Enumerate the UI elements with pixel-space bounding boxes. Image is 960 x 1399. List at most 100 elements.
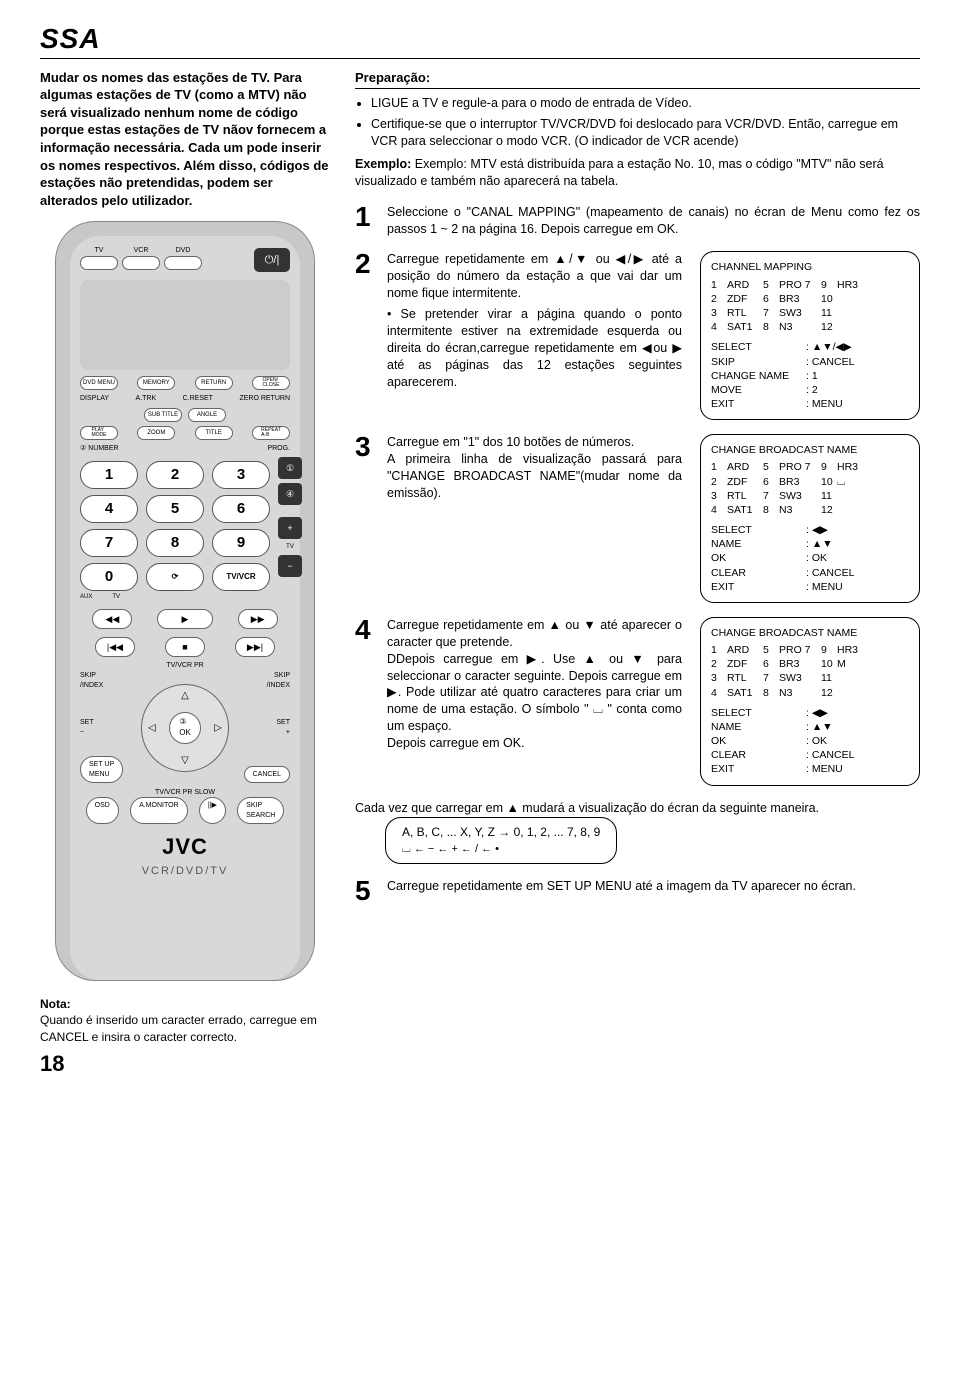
osd-action-val: : OK xyxy=(806,734,827,748)
label-tv2: TV xyxy=(278,543,302,551)
btn-cancel[interactable]: CANCEL xyxy=(244,766,290,783)
btn-playmode[interactable]: PLAY MODE xyxy=(80,426,118,440)
nav-right[interactable]: ▷ xyxy=(214,721,222,735)
num-7[interactable]: 7 xyxy=(80,529,138,557)
btn-repeat[interactable]: REPEAT A-B xyxy=(252,426,290,440)
btn-title[interactable]: TITLE xyxy=(195,426,233,440)
switch-vcr[interactable] xyxy=(122,256,160,270)
num-5[interactable]: 5 xyxy=(146,495,204,523)
btn-pause[interactable]: ||▶ xyxy=(199,797,226,824)
osd-cell: 11 xyxy=(821,306,833,320)
osd-cell: ARD xyxy=(727,278,759,292)
switch-tv[interactable] xyxy=(80,256,118,270)
num-8[interactable]: 8 xyxy=(146,529,204,557)
osd-cell: 4 xyxy=(711,686,723,700)
osd-action-val: : CANCEL xyxy=(806,566,854,580)
btn-angle[interactable]: ANGLE xyxy=(188,408,226,422)
osd-cell: 12 xyxy=(821,503,833,517)
btn-osd[interactable]: OSD xyxy=(86,797,119,824)
nav-down[interactable]: ▽ xyxy=(181,754,189,768)
prog-plus[interactable]: + xyxy=(278,517,302,539)
osd-cell: 9 xyxy=(821,460,833,474)
osd-cell: 12 xyxy=(821,686,833,700)
osd-cell: N3 xyxy=(779,686,817,700)
num-3[interactable]: 3 xyxy=(212,461,270,489)
osd-action-val: : OK xyxy=(806,551,827,565)
osd-channel-mapping: CHANNEL MAPPING 1ARD5PRO 79HR32ZDF6BR310… xyxy=(700,251,920,420)
btn-skipsearch[interactable]: SKIP SEARCH xyxy=(237,797,284,824)
num-0[interactable]: 0 xyxy=(80,563,138,591)
num-4[interactable]: 4 xyxy=(80,495,138,523)
prog-1[interactable]: ① xyxy=(278,457,302,479)
brand-logo: JVC xyxy=(80,832,290,862)
btn-aux[interactable]: ⟳ xyxy=(146,563,204,591)
osd-cell: 1 xyxy=(711,278,723,292)
osd-cell: 7 xyxy=(763,306,775,320)
btn-return[interactable]: RETURN xyxy=(195,376,233,390)
label-tvvcrpr-bot: TV/VCR PR SLOW xyxy=(155,788,215,797)
btn-ff[interactable]: ▶▶ xyxy=(238,609,278,629)
osd-cell: SW3 xyxy=(779,489,817,503)
bullet-1: LIGUE a TV e regule-a para o modo de ent… xyxy=(371,95,920,112)
label-dvd: DVD xyxy=(164,246,202,255)
btn-tvvcr[interactable]: TV/VCR xyxy=(212,563,270,591)
osd-cell: 2 xyxy=(711,475,723,489)
osd-action-val: : ▲▼/◀▶ xyxy=(806,340,852,354)
osd-cell: 10 xyxy=(821,657,833,671)
ok-button[interactable]: ③ OK xyxy=(169,712,201,744)
osd-cell: ZDF xyxy=(727,292,759,306)
label-tvvcrpr-top: TV/VCR PR xyxy=(166,661,203,670)
osd-action-key: OK xyxy=(711,551,806,565)
osd-action-key: SELECT xyxy=(711,523,806,537)
btn-subtitle[interactable]: SUB TITLE xyxy=(144,408,182,422)
nav-up[interactable]: △ xyxy=(181,689,189,703)
prog-minus[interactable]: − xyxy=(278,555,302,577)
num-1[interactable]: 1 xyxy=(80,461,138,489)
bullet-2: Certifique-se que o interruptor TV/VCR/D… xyxy=(371,116,920,150)
osd-cell: ZDF xyxy=(727,475,759,489)
step-3-num: 3 xyxy=(355,434,379,603)
label-skip-r: SKIP /INDEX xyxy=(267,671,290,690)
power-button[interactable]: ⏻/| xyxy=(254,248,290,272)
btn-memory[interactable]: MEMORY xyxy=(137,376,175,390)
osd-cell: 12 xyxy=(821,320,833,334)
nav-left[interactable]: ◁ xyxy=(148,721,156,735)
btn-stop[interactable]: ■ xyxy=(165,637,205,657)
num-6[interactable]: 6 xyxy=(212,495,270,523)
btn-amonitor[interactable]: A.MONITOR xyxy=(130,797,188,824)
osd-cell: N3 xyxy=(779,320,817,334)
osd-action-val: : MENU xyxy=(806,397,843,411)
sequence-box: A, B, C, ... X, Y, Z → 0, 1, 2, ... 7, 8… xyxy=(385,817,617,864)
osd-cell: 8 xyxy=(763,503,775,517)
btn-next[interactable]: ▶▶| xyxy=(235,637,275,657)
num-9[interactable]: 9 xyxy=(212,529,270,557)
osd-action-val: : MENU xyxy=(806,580,843,594)
osd-action-key: NAME xyxy=(711,537,806,551)
sequence-intro: Cada vez que carregar em ▲ mudará a visu… xyxy=(355,800,920,817)
osd-cell: 4 xyxy=(711,503,723,517)
switch-dvd[interactable] xyxy=(164,256,202,270)
btn-play[interactable]: ▶ xyxy=(157,609,213,629)
btn-prev[interactable]: |◀◀ xyxy=(95,637,135,657)
osd-action-val: : 2 xyxy=(806,383,818,397)
btn-openclose[interactable]: OPEN/ CLOSE xyxy=(252,376,290,390)
prog-4[interactable]: ④ xyxy=(278,483,302,505)
osd-cell: M xyxy=(837,657,865,671)
btn-rew[interactable]: ◀◀ xyxy=(92,609,132,629)
intro-text: Mudar os nomes das estações de TV. Para … xyxy=(40,69,330,209)
osd-action-val: : ◀▶ xyxy=(806,523,828,537)
osd3-title: CHANGE BROADCAST NAME xyxy=(711,626,909,640)
label-zeroreturn: ZERO RETURN xyxy=(239,394,290,403)
osd-action-key: MOVE xyxy=(711,383,806,397)
brand-subtitle: VCR/DVD/TV xyxy=(80,864,290,879)
note-block: Nota: Quando é inserido um caracter erra… xyxy=(40,996,330,1045)
left-column: Mudar os nomes das estações de TV. Para … xyxy=(40,69,330,1079)
osd-cell: 2 xyxy=(711,292,723,306)
btn-dvdmenu[interactable]: DVD MENU xyxy=(80,376,118,390)
osd-cell: HR3 xyxy=(837,460,865,474)
step-1-num: 1 xyxy=(355,204,379,238)
num-2[interactable]: 2 xyxy=(146,461,204,489)
osd-cell: SAT1 xyxy=(727,686,759,700)
btn-setup-menu[interactable]: SET UP MENU xyxy=(80,756,123,783)
btn-zoom[interactable]: ZOOM xyxy=(137,426,175,440)
